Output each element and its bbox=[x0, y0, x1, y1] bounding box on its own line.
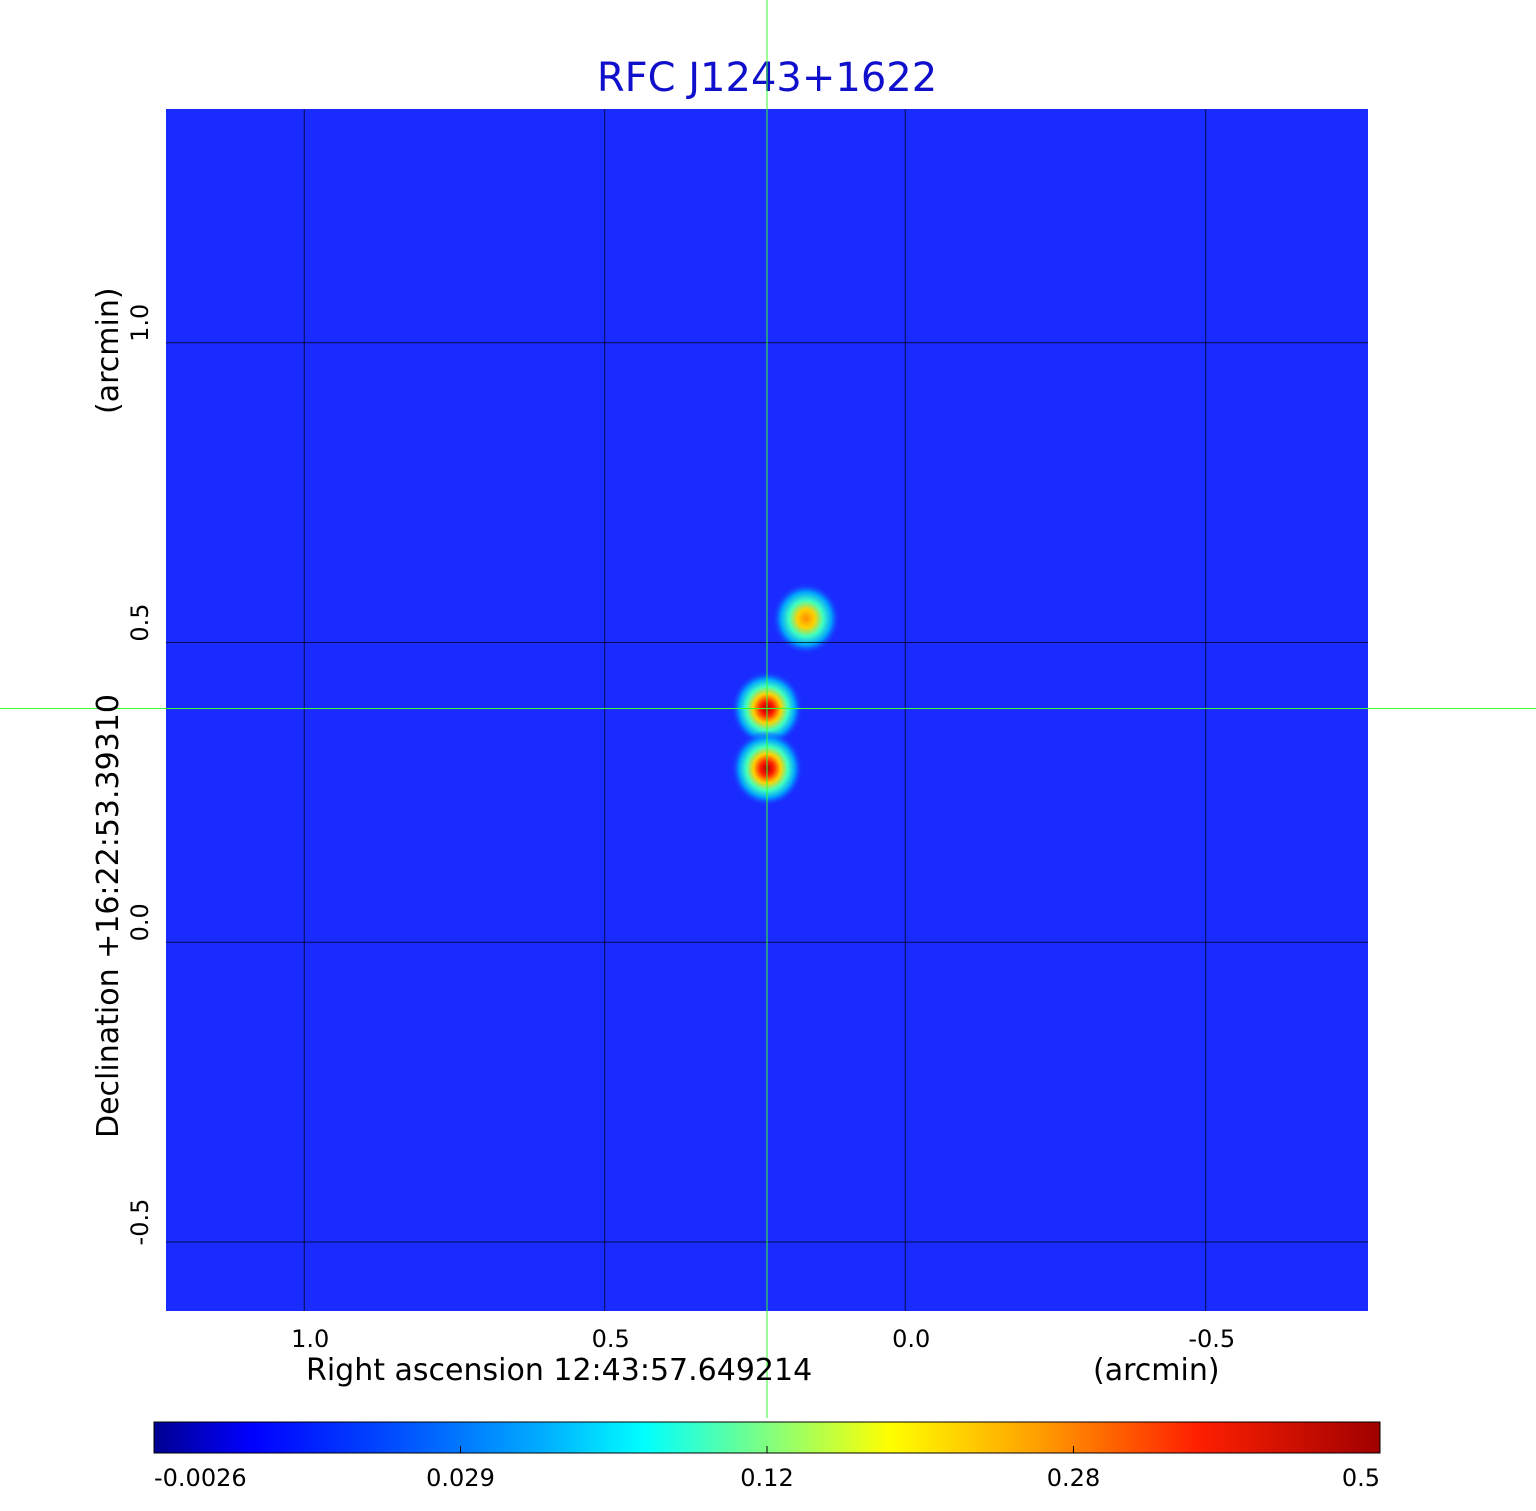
x-tick-label-1: 0.5 bbox=[592, 1325, 630, 1353]
x-tick-label-2: 0.0 bbox=[892, 1325, 930, 1353]
x-axis-label: Right ascension 12:43:57.649214 bbox=[306, 1353, 812, 1388]
y-tick-label-0: 1.0 bbox=[126, 304, 154, 342]
x-axis-unit: (arcmin) bbox=[1093, 1353, 1220, 1388]
y-tick-label-3: -0.5 bbox=[126, 1199, 154, 1246]
colorbar-tick-label-0: -0.0026 bbox=[154, 1464, 247, 1492]
y-tick-label-2: 0.0 bbox=[126, 903, 154, 941]
y-axis-unit: (arcmin) bbox=[91, 287, 126, 414]
colorbar-tick-label-2: 0.12 bbox=[740, 1464, 793, 1492]
y-axis-label: Declination +16:22:53.39310 bbox=[91, 694, 126, 1138]
y-tick-labels: 1.0 0.5 0.0 -0.5 bbox=[126, 304, 154, 1246]
colorbar-tick-label-3: 0.28 bbox=[1047, 1464, 1100, 1492]
y-tick-label-1: 0.5 bbox=[126, 603, 154, 641]
x-tick-label-3: -0.5 bbox=[1188, 1325, 1235, 1353]
x-tick-label-0: 1.0 bbox=[291, 1325, 329, 1353]
x-tick-labels: 1.0 0.5 0.0 -0.5 bbox=[291, 1325, 1235, 1353]
colorbar-tick-label-4: 0.5 bbox=[1342, 1464, 1380, 1492]
crosshair-layer bbox=[0, 0, 1536, 1418]
colorbar-ticks: -0.0026 0.029 0.12 0.28 0.5 bbox=[153, 1446, 1381, 1492]
source-3 bbox=[772, 582, 841, 655]
colorbar-tick-label-1: 0.029 bbox=[426, 1464, 495, 1492]
